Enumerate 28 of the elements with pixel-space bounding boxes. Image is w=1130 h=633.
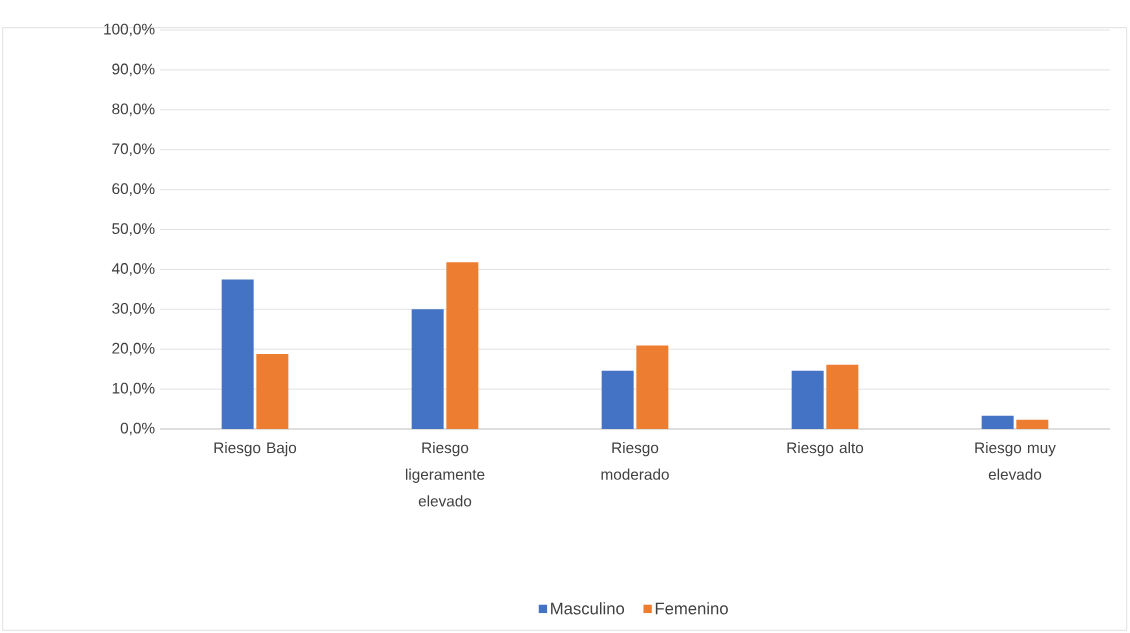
- y-tick-label: 100,0%: [104, 23, 155, 37]
- bar: [826, 364, 859, 430]
- y-tick-label: 90,0%: [112, 63, 155, 77]
- bar: [256, 353, 289, 430]
- bar: [636, 345, 669, 430]
- x-tick-label: Riesgo alto: [787, 441, 864, 457]
- x-tick-label: Riesgo Bajo: [214, 441, 297, 457]
- y-tick-label: 0,0%: [120, 422, 155, 436]
- y-tick-label: 80,0%: [112, 103, 155, 117]
- y-tick-label: 50,0%: [112, 223, 155, 236]
- x-tick-label: Riesgo moderado: [601, 441, 669, 480]
- y-tick-label: 20,0%: [112, 342, 155, 356]
- legend-label: Masculino: [551, 602, 625, 615]
- bar: [221, 279, 254, 430]
- y-tick-label: 70,0%: [112, 143, 155, 157]
- y-tick-label: 30,0%: [112, 302, 155, 316]
- y-tick-label: 60,0%: [112, 183, 155, 196]
- bar: [411, 309, 444, 430]
- y-tick-label: 40,0%: [111, 263, 155, 276]
- bar: [981, 415, 1014, 430]
- bar: [1016, 419, 1049, 430]
- x-tick-label: Riesgo ligeramente elevado: [405, 441, 485, 507]
- bar: [446, 262, 479, 430]
- x-tick-label: Riesgo muy elevado: [975, 441, 1056, 480]
- legend-label: Femenino: [655, 602, 728, 615]
- y-tick-label: 10,0%: [112, 382, 155, 396]
- bar: [791, 370, 824, 430]
- bar: [601, 370, 634, 430]
